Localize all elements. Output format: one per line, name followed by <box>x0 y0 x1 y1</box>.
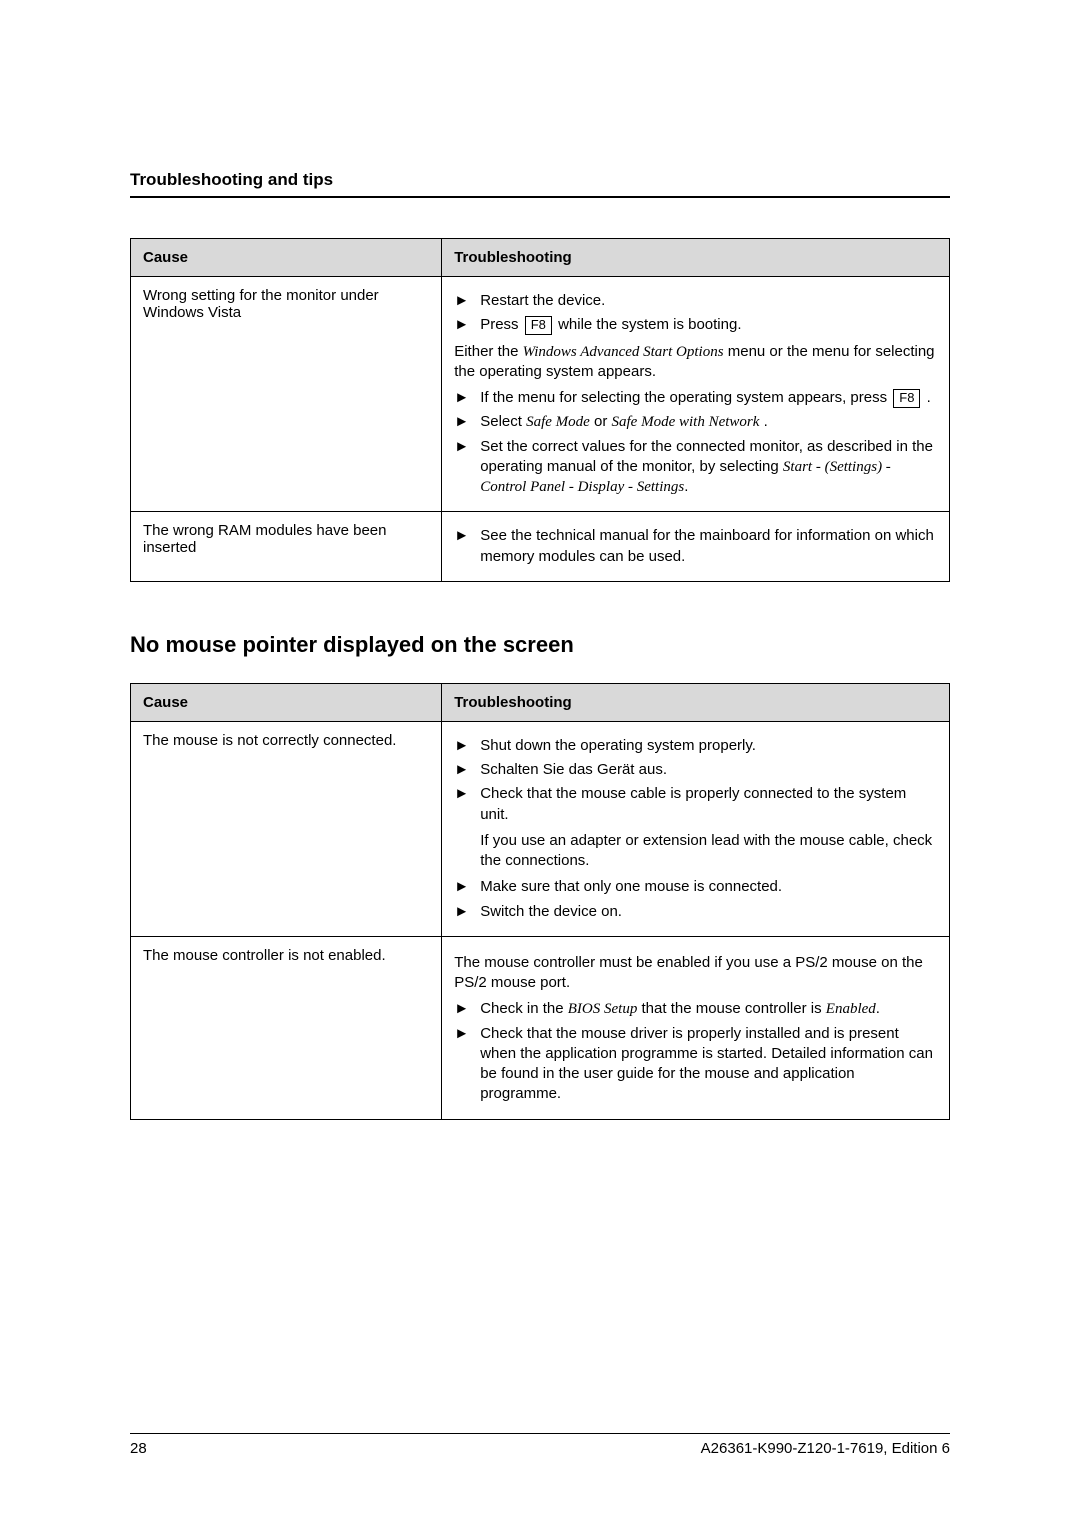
arrow-icon: ► <box>454 437 480 457</box>
text-fragment: Press <box>480 316 523 333</box>
text-fragment: If the menu for selecting the operating … <box>480 389 891 406</box>
step-item: ► Press F8 while the system is booting. <box>454 315 937 335</box>
cause-cell: The wrong RAM modules have been inserted <box>131 512 442 582</box>
step-item: ► Restart the device. <box>454 291 937 311</box>
col-header-troubleshooting: Troubleshooting <box>442 683 950 721</box>
page-header: Troubleshooting and tips <box>130 170 950 198</box>
step-text: Restart the device. <box>480 291 937 311</box>
step-text: Shut down the operating system properly. <box>480 736 937 756</box>
step-item: ► Shut down the operating system properl… <box>454 736 937 756</box>
step-item: ► Set the correct values for the connect… <box>454 437 937 498</box>
step-item: ► Check that the mouse driver is properl… <box>454 1024 937 1105</box>
table-header-row: Cause Troubleshooting <box>131 239 950 277</box>
col-header-troubleshooting: Troubleshooting <box>442 239 950 277</box>
emphasis: Safe Mode <box>526 414 590 430</box>
step-text: Check that the mouse cable is properly c… <box>480 784 937 825</box>
text-fragment: Select <box>480 413 526 430</box>
fix-cell: ► Restart the device. ► Press F8 while t… <box>442 277 950 512</box>
table-row: The mouse is not correctly connected. ► … <box>131 721 950 936</box>
troubleshooting-table-1: Cause Troubleshooting Wrong setting for … <box>130 238 950 582</box>
text-fragment: Check in the <box>480 1000 568 1017</box>
step-text: Select Safe Mode or Safe Mode with Netwo… <box>480 412 937 432</box>
emphasis: Windows Advanced Start Options <box>523 344 724 360</box>
emphasis: BIOS Setup <box>568 1001 638 1017</box>
text-fragment: Either the <box>454 343 522 360</box>
fix-cell: ► Shut down the operating system properl… <box>442 721 950 936</box>
step-item: ► Check in the BIOS Setup that the mouse… <box>454 999 937 1019</box>
text-fragment: . <box>876 1000 880 1017</box>
arrow-icon: ► <box>454 315 480 335</box>
keycap-f8: F8 <box>525 316 552 335</box>
step-text: See the technical manual for the mainboa… <box>480 526 937 567</box>
section-heading: No mouse pointer displayed on the screen <box>130 632 950 658</box>
keycap-f8: F8 <box>893 389 920 408</box>
arrow-icon: ► <box>454 760 480 780</box>
paragraph: The mouse controller must be enabled if … <box>454 953 937 994</box>
step-item: ► Schalten Sie das Gerät aus. <box>454 760 937 780</box>
arrow-icon: ► <box>454 412 480 432</box>
text-fragment: . <box>759 413 767 430</box>
table-row: The mouse controller is not enabled. The… <box>131 936 950 1119</box>
table-row: Wrong setting for the monitor under Wind… <box>131 277 950 512</box>
step-item: ► Switch the device on. <box>454 902 937 922</box>
step-item: ► See the technical manual for the mainb… <box>454 526 937 567</box>
step-item: ► Check that the mouse cable is properly… <box>454 784 937 825</box>
fix-cell: The mouse controller must be enabled if … <box>442 936 950 1119</box>
paragraph: If you use an adapter or extension lead … <box>480 831 937 872</box>
page-number: 28 <box>130 1440 147 1457</box>
arrow-icon: ► <box>454 1024 480 1044</box>
page-container: Troubleshooting and tips Cause Troublesh… <box>0 0 1080 1527</box>
text-fragment: that the mouse controller is <box>637 1000 825 1017</box>
paragraph: Either the Windows Advanced Start Option… <box>454 342 937 383</box>
arrow-icon: ► <box>454 526 480 546</box>
arrow-icon: ► <box>454 784 480 804</box>
table-header-row: Cause Troubleshooting <box>131 683 950 721</box>
col-header-cause: Cause <box>131 683 442 721</box>
text-fragment: . <box>684 478 688 495</box>
step-item: ► If the menu for selecting the operatin… <box>454 388 937 408</box>
step-item: ► Make sure that only one mouse is conne… <box>454 877 937 897</box>
emphasis: Enabled <box>826 1001 876 1017</box>
arrow-icon: ► <box>454 902 480 922</box>
arrow-icon: ► <box>454 877 480 897</box>
arrow-icon: ► <box>454 388 480 408</box>
arrow-icon: ► <box>454 999 480 1019</box>
page-footer: 28 A26361-K990-Z120-1-7619, Edition 6 <box>130 1433 950 1457</box>
table-row: The wrong RAM modules have been inserted… <box>131 512 950 582</box>
text-fragment: or <box>590 413 612 430</box>
step-text: Schalten Sie das Gerät aus. <box>480 760 937 780</box>
cause-cell: The mouse controller is not enabled. <box>131 936 442 1119</box>
step-text: Switch the device on. <box>480 902 937 922</box>
step-text: Check in the BIOS Setup that the mouse c… <box>480 999 937 1019</box>
fix-cell: ► See the technical manual for the mainb… <box>442 512 950 582</box>
step-text: Check that the mouse driver is properly … <box>480 1024 937 1105</box>
arrow-icon: ► <box>454 291 480 311</box>
col-header-cause: Cause <box>131 239 442 277</box>
text-fragment: while the system is booting. <box>554 316 742 333</box>
troubleshooting-table-2: Cause Troubleshooting The mouse is not c… <box>130 683 950 1120</box>
document-id: A26361-K990-Z120-1-7619, Edition 6 <box>701 1440 950 1457</box>
text-fragment: . <box>922 389 930 406</box>
cause-cell: The mouse is not correctly connected. <box>131 721 442 936</box>
step-text: If the menu for selecting the operating … <box>480 388 937 408</box>
step-text: Set the correct values for the connected… <box>480 437 937 498</box>
step-item: ► Select Safe Mode or Safe Mode with Net… <box>454 412 937 432</box>
cause-cell: Wrong setting for the monitor under Wind… <box>131 277 442 512</box>
emphasis: Safe Mode with Network <box>612 414 760 430</box>
step-text: Press F8 while the system is booting. <box>480 315 937 335</box>
step-text: Make sure that only one mouse is connect… <box>480 877 937 897</box>
arrow-icon: ► <box>454 736 480 756</box>
